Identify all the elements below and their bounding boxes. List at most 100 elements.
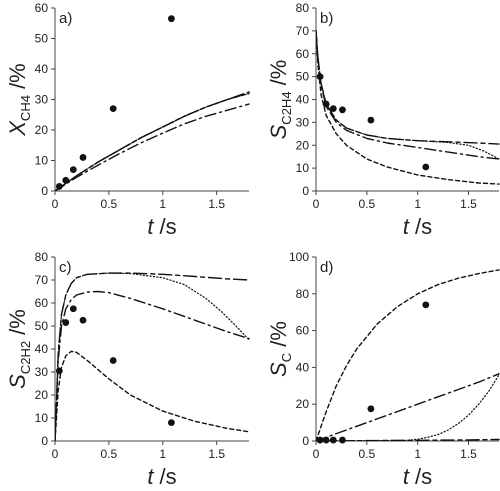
y-axis-label-subscript: C2H4 [279, 91, 294, 124]
series-dashdot-line [316, 30, 500, 160]
panel-label: d) [320, 259, 333, 276]
panel-3: 0 10 20 30 40 50 60 70 80 0 0.5 1 1.5 c) t /s SC2H2 /% [5, 250, 250, 489]
y-tick-label: 40 [35, 62, 49, 76]
x-tick-label: 0.5 [101, 197, 118, 211]
series-group [316, 30, 500, 185]
y-tick-label: 60 [35, 296, 49, 310]
data-point [329, 105, 337, 113]
data-point [316, 73, 324, 81]
y-tick-label: 40 [296, 360, 310, 374]
series-group [316, 269, 500, 441]
y-tick-label: 10 [35, 411, 49, 425]
data-point [109, 357, 117, 364]
x-axis-label-unit: /s [153, 214, 176, 239]
y-tick-label: 0 [302, 434, 309, 448]
series-dashed-line [316, 269, 500, 441]
series-dashed-line [55, 350, 250, 441]
x-tick-label: 1.5 [208, 447, 225, 461]
y-tick-label: 20 [35, 388, 49, 402]
x-tick-label: 1.5 [460, 197, 477, 211]
x-tick-label: 0 [52, 447, 59, 461]
y-tick-label: 40 [35, 342, 49, 356]
series-dashdot-line [55, 290, 250, 441]
y-tick-label: 30 [35, 365, 49, 379]
y-axis-label-unit: /% [266, 321, 291, 353]
data-point [322, 436, 330, 444]
y-axis-label: SC2H2 /% [5, 309, 33, 389]
x-axis-label: t /s [403, 214, 432, 239]
x-axis-label: t /s [403, 464, 432, 489]
y-tick-label: 80 [296, 1, 310, 15]
x-tick-label: 1 [159, 197, 166, 211]
y-tick-label: 20 [35, 123, 49, 137]
y-tick-label: 0 [41, 184, 48, 198]
y-axis-label-unit: /% [266, 60, 291, 92]
x-axis-label-unit: /s [409, 214, 432, 239]
x-axis-label-unit: /s [153, 464, 176, 489]
y-axis-label-subscript: C [279, 353, 294, 362]
data-point [109, 105, 117, 113]
series-dashed-line [55, 92, 250, 191]
x-tick-label: 1.5 [208, 197, 225, 211]
y-axis-label-variable: S [266, 362, 291, 377]
y-axis-label-variable: X [5, 120, 30, 137]
x-tick-label: 1 [159, 447, 166, 461]
panel-label: a) [59, 10, 72, 27]
series-dashdot-line [55, 103, 250, 191]
x-axis-label-variable: t [403, 214, 410, 239]
y-axis-label-unit: /% [5, 63, 30, 95]
y-axis-label-variable: S [266, 124, 291, 139]
series-group [55, 272, 250, 441]
series-longdash-line [55, 272, 250, 441]
y-tick-label: 10 [296, 161, 310, 175]
panel-4: 0 20 40 60 80 100 0 0.5 1 1.5 d) t /s SC /% [266, 250, 500, 489]
data-point [339, 106, 346, 114]
x-tick-label: 1.5 [460, 447, 477, 461]
x-tick-label: 1 [414, 197, 421, 211]
series-dotted-line [55, 92, 250, 191]
x-axis-label: t /s [147, 464, 176, 489]
y-tick-label: 60 [296, 324, 310, 338]
y-axis-label-subscript: CH4 [18, 95, 33, 121]
y-axis-label: XCH4 /% [5, 63, 33, 137]
x-tick-label: 0.5 [358, 197, 375, 211]
series-longdash-line [316, 30, 500, 145]
data-point [168, 419, 175, 426]
y-tick-label: 0 [302, 184, 309, 198]
data-point [322, 100, 330, 108]
y-tick-label: 60 [296, 47, 310, 61]
panel-2: 0 10 20 30 40 50 60 70 80 0 0.5 1 1.5 b) t /s SC2H4 /% [266, 1, 500, 239]
series-dotted-line [316, 30, 500, 160]
y-tick-label: 70 [296, 24, 310, 38]
y-tick-label: 30 [35, 93, 49, 107]
y-axis-label-variable: S [5, 374, 30, 389]
panel-label: c) [59, 259, 72, 276]
x-axis-label-variable: t [403, 464, 410, 489]
y-tick-label: 0 [41, 434, 48, 448]
data-point [62, 319, 70, 326]
data-point [329, 436, 337, 444]
data-point [168, 15, 175, 23]
y-tick-label: 30 [296, 115, 310, 129]
y-tick-label: 50 [35, 32, 49, 46]
data-point [69, 305, 77, 313]
y-axis-label-unit: /% [5, 309, 30, 341]
y-axis-label: SC2H4 /% [266, 60, 294, 140]
data-point [367, 116, 375, 124]
y-tick-label: 10 [35, 154, 49, 168]
series-dotted-line [316, 374, 500, 441]
y-tick-label: 100 [289, 250, 309, 264]
panel-label: b) [320, 10, 333, 27]
series-group [55, 91, 250, 191]
y-axis-label-subscript: C2H2 [18, 341, 33, 374]
panel-1: 0 10 20 30 40 50 60 0 0.5 1 1.5 a) t /s XCH4 /% [5, 1, 250, 239]
y-tick-label: 70 [35, 273, 49, 287]
data-point [55, 367, 63, 375]
x-tick-label: 0 [313, 197, 320, 211]
data-point [339, 436, 346, 444]
series-longdash-line [55, 91, 250, 191]
series-dashdot-line [316, 373, 500, 441]
series-dashed-line [316, 30, 500, 185]
